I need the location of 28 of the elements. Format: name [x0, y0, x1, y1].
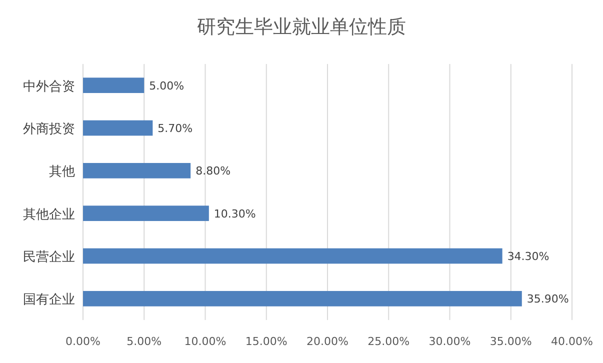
bar [83, 290, 522, 306]
y-tick-label: 外商投资 [23, 122, 75, 137]
y-tick-label: 民营企业 [23, 250, 75, 265]
data-label: 5.00% [149, 79, 184, 92]
bar [83, 206, 209, 222]
x-tick-label: 0.00% [66, 335, 100, 348]
x-tick-label: 30.00% [428, 335, 471, 348]
bar [83, 120, 153, 136]
x-tick-label: 15.00% [245, 335, 288, 348]
x-tick-label: 35.00% [490, 335, 532, 348]
x-tick-label: 40.00% [551, 335, 593, 348]
x-tick-label: 25.00% [368, 335, 410, 348]
y-tick-label: 其他企业 [23, 207, 75, 222]
bar [83, 78, 144, 94]
x-tick-label: 5.00% [126, 335, 162, 348]
data-label: 10.30% [214, 207, 256, 220]
data-label: 5.70% [158, 122, 193, 135]
data-label: 35.90% [526, 292, 569, 306]
y-tick-label: 国有企业 [23, 292, 75, 308]
data-label: 34.30% [507, 250, 550, 263]
bar [83, 162, 191, 178]
x-tick-label: 20.00% [306, 335, 348, 348]
x-tick-label: 10.00% [184, 335, 226, 348]
chart-title: 研究生毕业就业单位性质 [197, 16, 406, 38]
y-tick-label: 中外合资 [23, 79, 75, 94]
y-tick-label: 其他 [49, 164, 75, 180]
bar [83, 248, 502, 264]
data-label: 8.80% [196, 164, 231, 178]
